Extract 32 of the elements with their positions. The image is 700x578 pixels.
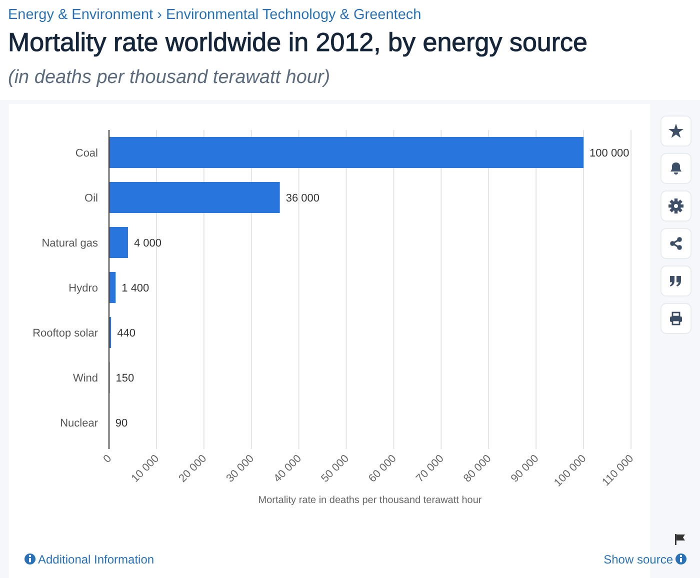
data-label: 440 (117, 327, 136, 340)
y-tick-label: Nuclear (60, 417, 98, 430)
y-tick-label: Hydro (68, 282, 98, 294)
data-label: 4 000 (134, 237, 162, 250)
text: Energy & Environment › Environmental Technology & Greentech (8, 7, 422, 23)
y-tick-label: Oil (84, 192, 98, 204)
data-label: 100 000 (590, 147, 630, 160)
x-tick-label: 80 000 (461, 452, 494, 485)
y-tick-label: Wind (72, 372, 98, 384)
y-tick-label: Natural gas (42, 237, 98, 250)
chart-title: Mortality rate worldwide in 2012, by energy source (8, 27, 588, 57)
y-tick-label: Coal (75, 147, 98, 160)
x-axis-title: Mortality rate in deaths per thousand terawatt hour (258, 495, 482, 506)
x-tick-label: 70 000 (414, 452, 446, 485)
x-tick-label: 50 000 (319, 452, 352, 485)
text: Show source (604, 552, 674, 566)
data-label: 1 400 (122, 282, 150, 294)
x-tick-label: 0 (101, 452, 114, 466)
chart-subtitle: (in deaths per thousand terawatt hour) (8, 67, 330, 88)
x-tick-label: 40 000 (272, 452, 304, 485)
y-tick-label: Rooftop solar (32, 327, 98, 340)
x-tick-label: 100 000 (552, 452, 589, 490)
x-tick-label: 110 000 (600, 452, 636, 489)
data-label: 150 (116, 372, 134, 384)
x-tick-label: 60 000 (366, 452, 399, 485)
x-tick-label: 90 000 (508, 452, 542, 485)
x-tick-label: 30 000 (224, 452, 256, 485)
data-label: 90 (115, 417, 128, 430)
data-label: 36 000 (286, 192, 320, 204)
x-tick-label: 10 000 (129, 452, 162, 485)
text: Additional Information (38, 552, 154, 566)
x-tick-label: 20 000 (176, 452, 210, 485)
